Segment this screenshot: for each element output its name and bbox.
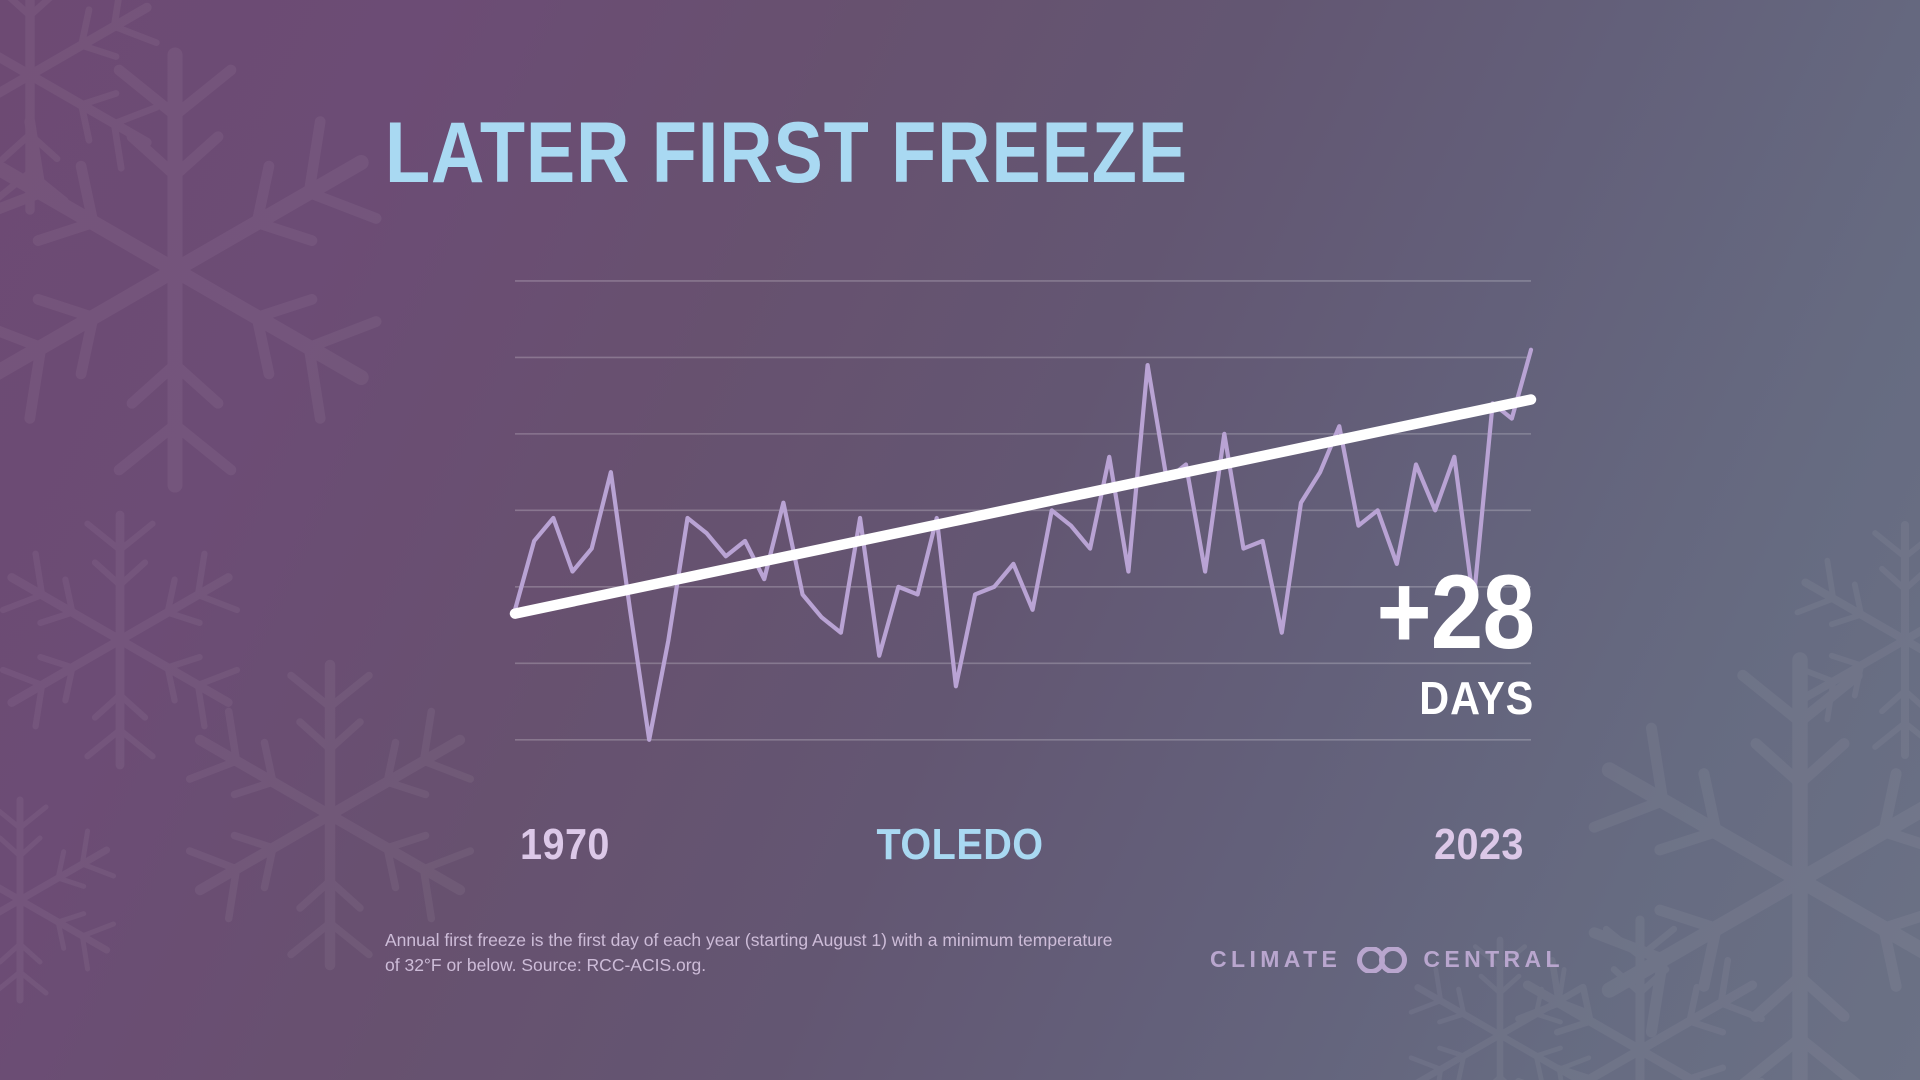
footnote-text: Annual first freeze is the first day of … — [385, 930, 1113, 975]
location-label: TOLEDO — [876, 820, 1044, 869]
callout-value: +28 — [1376, 554, 1535, 671]
x-axis-start-year: 1970 — [520, 820, 610, 869]
chart-plot-area — [509, 258, 1537, 778]
logo-word-left: CLIMATE — [1210, 946, 1342, 972]
line-chart — [509, 280, 1537, 742]
logo-word-right: CENTRAL — [1423, 946, 1564, 972]
change-callout: +28 DAYS — [1359, 554, 1535, 724]
y-axis: NOV 13NOV 03OCT 24OCT 14OCT 04SEP 24SEP … — [0, 258, 508, 778]
x-axis-end-year: 2023 — [1434, 820, 1524, 869]
climate-central-logo: CLIMATE CENTRAL — [1210, 946, 1564, 973]
trend-line — [509, 394, 1537, 619]
interlocking-rings-icon — [1355, 946, 1409, 973]
freeze-date-series-line — [512, 347, 1534, 742]
page-title: LATER FIRST FREEZE — [385, 105, 1189, 201]
callout-unit: DAYS — [1419, 672, 1534, 724]
